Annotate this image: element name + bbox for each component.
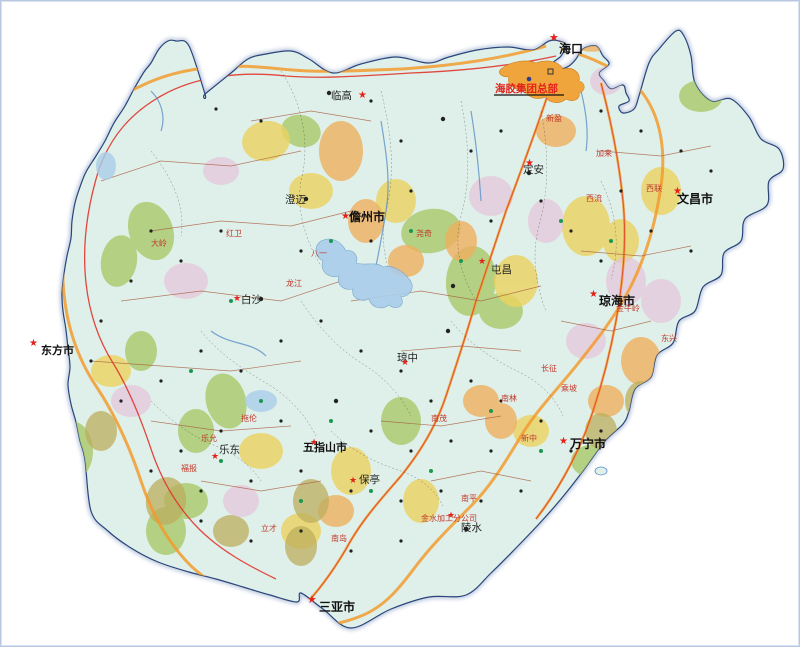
svg-text:★: ★	[525, 158, 534, 169]
svg-text:★: ★	[559, 436, 568, 447]
svg-text:乐东: 乐东	[219, 443, 240, 456]
svg-text:★: ★	[233, 293, 241, 303]
svg-text:乐允: 乐允	[201, 433, 217, 443]
svg-text:★: ★	[349, 475, 357, 485]
svg-text:龙江: 龙江	[286, 278, 302, 288]
svg-text:★: ★	[673, 186, 682, 197]
svg-text:文昌市: 文昌市	[677, 191, 713, 206]
svg-text:★: ★	[589, 289, 598, 300]
svg-text:屯昌: 屯昌	[491, 263, 512, 276]
svg-text:万宁市: 万宁市	[569, 436, 606, 451]
svg-text:尧奇: 尧奇	[416, 228, 432, 238]
svg-text:★: ★	[478, 256, 486, 266]
svg-text:南平: 南平	[461, 493, 477, 503]
svg-text:★: ★	[307, 594, 317, 606]
svg-text:西联: 西联	[646, 184, 662, 193]
svg-text:福报: 福报	[181, 463, 197, 473]
svg-text:新盈: 新盈	[546, 113, 562, 123]
svg-text:加来: 加来	[596, 148, 612, 158]
svg-text:★: ★	[29, 338, 38, 349]
svg-text:南岛: 南岛	[331, 533, 347, 543]
svg-text:八一: 八一	[311, 249, 327, 258]
svg-text:东方市: 东方市	[41, 343, 74, 357]
svg-text:★: ★	[549, 32, 559, 44]
svg-text:三亚市: 三亚市	[319, 599, 355, 614]
svg-text:乘坡: 乘坡	[561, 383, 577, 393]
svg-text:★: ★	[211, 451, 219, 461]
svg-text:★: ★	[341, 211, 350, 222]
svg-text:海口: 海口	[559, 41, 583, 56]
svg-text:西流: 西流	[586, 193, 602, 203]
svg-text:金牛岭: 金牛岭	[616, 303, 640, 313]
svg-text:海胶集团总部: 海胶集团总部	[495, 82, 558, 95]
svg-text:澄迈: 澄迈	[285, 193, 306, 206]
svg-text:保亭: 保亭	[359, 473, 380, 486]
svg-text:拖伦: 拖伦	[241, 413, 257, 423]
svg-text:南茂: 南茂	[431, 413, 447, 423]
svg-text:★: ★	[310, 437, 318, 447]
svg-text:大岭: 大岭	[151, 238, 167, 248]
svg-text:长征: 长征	[541, 363, 557, 373]
svg-text:★: ★	[401, 357, 409, 367]
svg-text:陵水: 陵水	[461, 522, 482, 534]
svg-text:新中: 新中	[521, 433, 537, 443]
svg-text:白沙: 白沙	[241, 293, 262, 306]
svg-text:儋州市: 儋州市	[349, 209, 385, 224]
svg-text:金水加工分公司: 金水加工分公司	[421, 513, 477, 523]
svg-text:东兴: 东兴	[661, 333, 677, 343]
svg-text:★: ★	[358, 90, 367, 101]
svg-text:南林: 南林	[501, 393, 517, 403]
svg-text:临高: 临高	[331, 89, 352, 102]
svg-text:立才: 立才	[261, 523, 277, 533]
svg-text:红卫: 红卫	[226, 228, 242, 238]
